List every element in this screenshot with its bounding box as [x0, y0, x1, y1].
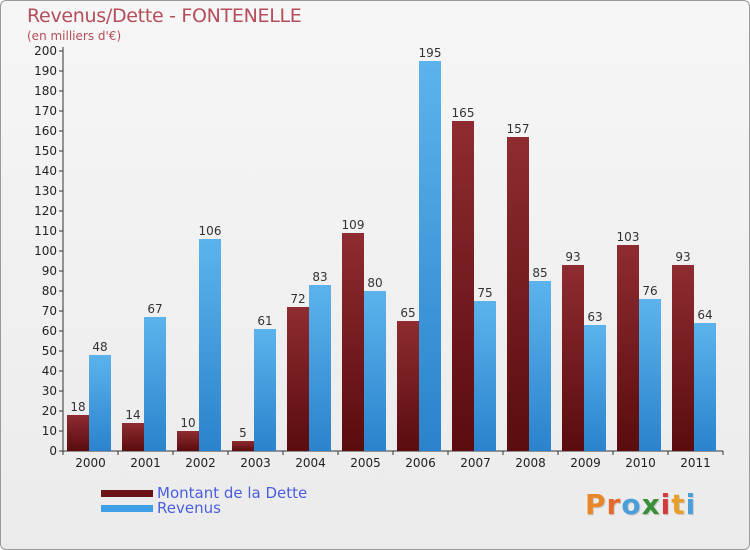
legend-label-revenus: Revenus: [157, 499, 221, 517]
y-tick-label: 100: [34, 244, 57, 258]
y-tick-label: 190: [34, 64, 57, 78]
bar-dette: [67, 415, 89, 451]
proxiti-logo: Proxiti: [585, 488, 697, 521]
bar-dette: [452, 121, 474, 451]
data-label-dette: 165: [452, 106, 475, 120]
x-tick-label: 2004: [295, 456, 326, 470]
x-tick-label: 2005: [350, 456, 381, 470]
data-label-dette: 157: [507, 122, 530, 136]
legend-label-dette: Montant de la Dette: [157, 484, 308, 502]
y-tick-label: 30: [42, 384, 57, 398]
x-tick-label: 2001: [130, 456, 161, 470]
y-tick-label: 140: [34, 164, 57, 178]
bar-revenus: [309, 285, 331, 451]
data-label-revenus: 76: [642, 284, 657, 298]
y-tick-label: 200: [34, 44, 57, 58]
data-label-revenus: 48: [92, 340, 107, 354]
y-tick-label: 0: [49, 444, 57, 458]
y-tick-label: 10: [42, 424, 57, 438]
x-tick-label: 2002: [185, 456, 216, 470]
data-label-revenus: 85: [532, 266, 547, 280]
axes: 0 10 20 30 40 50 60 70 80 90 100 110 120 130 140 150 160…: [34, 44, 724, 470]
data-label-dette: 93: [675, 250, 690, 264]
data-label-dette: 18: [70, 400, 85, 414]
bar-dette: [232, 441, 254, 451]
legend-swatch-revenus: [101, 505, 153, 512]
data-label-revenus: 63: [587, 310, 602, 324]
y-tick-label: 60: [42, 324, 57, 338]
bar-revenus: [89, 355, 111, 451]
y-tick-label: 180: [34, 84, 57, 98]
bar-revenus: [474, 301, 496, 451]
data-label-revenus: 83: [312, 270, 327, 284]
data-label-revenus: 75: [477, 286, 492, 300]
data-label-dette: 72: [290, 292, 305, 306]
bar-dette: [397, 321, 419, 451]
data-label-dette: 93: [565, 250, 580, 264]
bar-dette: [507, 137, 529, 451]
data-label-revenus: 64: [697, 308, 712, 322]
bar-revenus: [639, 299, 661, 451]
y-tick-label: 70: [42, 304, 57, 318]
y-tick-label: 20: [42, 404, 57, 418]
data-label-revenus: 80: [367, 276, 382, 290]
data-label-revenus: 61: [257, 314, 272, 328]
x-tick-label: 2000: [75, 456, 106, 470]
legend-swatch-dette: [101, 490, 153, 497]
data-label-revenus: 67: [147, 302, 162, 316]
y-tick-label: 50: [42, 344, 57, 358]
data-label-dette: 10: [180, 416, 195, 430]
x-tick-label: 2008: [515, 456, 546, 470]
bar-dette: [342, 233, 364, 451]
data-label-revenus: 195: [419, 46, 442, 60]
y-tick-label: 80: [42, 284, 57, 298]
x-tick-label: 2010: [625, 456, 656, 470]
bar-revenus: [364, 291, 386, 451]
data-labels: 18 48 14 67 10 106 5 61 72 83 109 80 65 195 165 75 157 85…: [70, 46, 712, 440]
data-label-dette: 65: [400, 306, 415, 320]
y-tick-label: 110: [34, 224, 57, 238]
x-tick-label: 2011: [680, 456, 711, 470]
y-tick-label: 130: [34, 184, 57, 198]
x-tick-label: 2009: [570, 456, 601, 470]
y-tick-label: 160: [34, 124, 57, 138]
data-label-dette: 109: [342, 218, 365, 232]
bar-revenus: [254, 329, 276, 451]
x-tick-label: 2006: [405, 456, 436, 470]
bar-dette: [562, 265, 584, 451]
y-tick-label: 40: [42, 364, 57, 378]
bars: [67, 61, 716, 451]
chart-subtitle: (en milliers d'€): [27, 29, 122, 43]
x-tick-label: 2003: [240, 456, 271, 470]
y-tick-label: 120: [34, 204, 57, 218]
y-tick-label: 150: [34, 144, 57, 158]
bar-revenus: [419, 61, 441, 451]
bar-dette: [617, 245, 639, 451]
data-label-dette: 103: [617, 230, 640, 244]
bar-dette: [122, 423, 144, 451]
data-label-dette: 14: [125, 408, 140, 422]
bar-revenus: [694, 323, 716, 451]
y-tick-label: 170: [34, 104, 57, 118]
bar-revenus: [584, 325, 606, 451]
x-tick-label: 2007: [460, 456, 491, 470]
bar-revenus: [199, 239, 221, 451]
bar-revenus: [144, 317, 166, 451]
bar-dette: [672, 265, 694, 451]
data-label-dette: 5: [239, 426, 247, 440]
bar-revenus: [529, 281, 551, 451]
bar-dette: [287, 307, 309, 451]
y-tick-label: 90: [42, 264, 57, 278]
bar-dette: [177, 431, 199, 451]
chart-title: Revenus/Dette - FONTENELLE: [27, 5, 302, 27]
data-label-revenus: 106: [199, 224, 222, 238]
